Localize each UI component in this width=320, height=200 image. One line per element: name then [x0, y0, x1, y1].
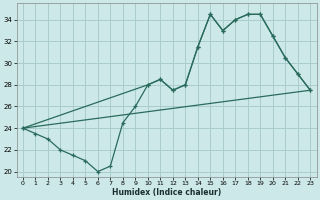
X-axis label: Humidex (Indice chaleur): Humidex (Indice chaleur) — [112, 188, 221, 197]
